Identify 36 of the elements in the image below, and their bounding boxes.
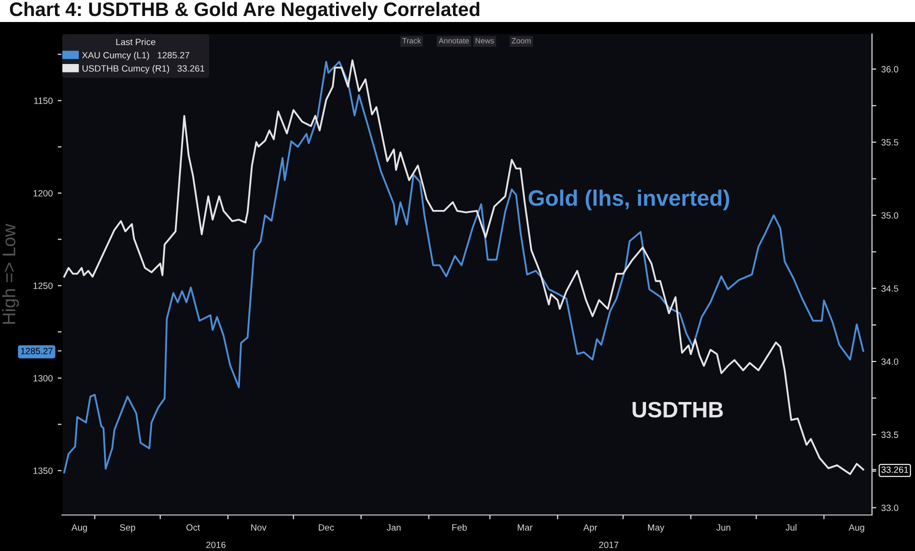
x-tick-label: Aug — [848, 524, 864, 532]
x-tick-label: Dec — [318, 524, 334, 531]
x-tick-label: Nov — [251, 524, 266, 531]
y2-tick-label: 36.0 — [881, 66, 898, 72]
y-tick-label: 1250 — [34, 282, 53, 289]
x-tick-label: Mar — [518, 524, 532, 531]
y2-tick-label: 35.0 — [881, 212, 898, 219]
y2-tick-label: 35.5 — [881, 139, 898, 146]
y2-tick-label: 34.0 — [881, 358, 898, 365]
x-tick-label: Jun — [716, 524, 730, 531]
x-tick-label: Aug — [71, 524, 87, 532]
legend-title: Last Price — [116, 38, 156, 46]
y2-tick-label: 34.5 — [881, 285, 898, 292]
x-tick-label: Apr — [583, 524, 598, 532]
x-tick-label: Feb — [452, 524, 467, 531]
y-axis-title: High => Low — [2, 224, 19, 324]
y-tick-label: 1200 — [34, 190, 53, 196]
annotation: Gold (lhs, inverted) — [528, 190, 730, 210]
y-tick-label: 1300 — [34, 375, 53, 382]
legend-label: XAU Cumcy (L1) 1285.27 — [82, 52, 190, 60]
x-tick-label: Sep — [120, 524, 136, 532]
legend-label: USDTHB Cumcy (R1) 33.261 — [82, 65, 204, 74]
annotation: USDTHB — [632, 402, 723, 418]
y2-tick-label: 33.261 — [881, 466, 908, 473]
y2-tick-label: 33.5 — [881, 432, 898, 438]
chart-title: Chart 4: USDTHB & Gold Are Negatively Correlated — [10, 2, 480, 20]
text: 2016 — [206, 542, 226, 548]
y-tick-label: 1285.27 — [21, 348, 53, 354]
y2-tick-label: 33.0 — [881, 504, 898, 512]
x-tick-label: Oct — [186, 524, 200, 531]
x-tick-label: Jul — [786, 524, 796, 531]
text: 2017 — [599, 542, 618, 548]
x-tick-label: Jan — [386, 524, 401, 531]
x-tick-label: May — [648, 524, 664, 532]
y-tick-label: 1350 — [34, 468, 53, 474]
y-tick-label: 1150 — [34, 98, 53, 104]
